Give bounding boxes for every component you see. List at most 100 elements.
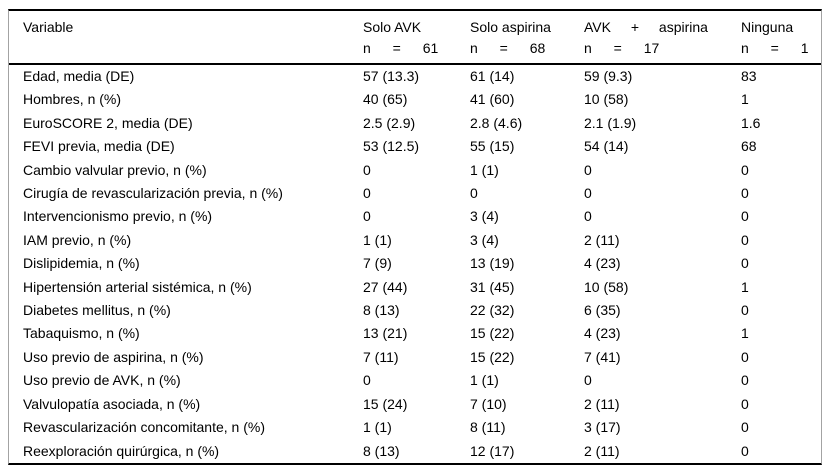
cell-value: 1 (1) [363,231,392,248]
row-label: Uso previo de aspirina, n (%) [23,348,204,365]
cell-value: 68 [741,138,757,155]
cell-value: 54 (14) [584,138,629,155]
header-row: Variable Solo AVK n = 61 Solo aspirina n… [9,11,821,65]
row-label: Hombres, n (%) [23,91,122,108]
column-title: Ninguna [741,19,794,35]
cell-value: 4 (23) [584,325,621,342]
row-label: EuroSCORE 2, media (DE) [23,114,193,131]
cell-value: 0 [584,372,592,389]
table-row: Tabaquismo, n (%) 13 (21) 15 (22) 4 (23)… [9,322,821,345]
cell-value: 10 (58) [584,278,629,295]
cell-value: 8 (11) [470,419,506,436]
cell-value: 0 [741,185,749,202]
row-label: Tabaquismo, n (%) [23,325,140,342]
column-title: AVK + aspirina [584,19,708,35]
table-row: Uso previo de AVK, n (%) 0 1 (1) 0 0 [9,369,821,392]
row-label: Reexploración quirúrgica, n (%) [23,442,220,459]
row-label: Cirugía de revascularización previa, n (… [23,185,283,202]
cell-value: 7 (11) [363,348,399,365]
cell-value: 7 (41) [584,348,621,365]
cell-value: 0 [741,372,749,389]
cell-value: 2 (11) [584,231,620,248]
cell-value: 1 [741,325,749,342]
column-title: Solo aspirina [470,19,551,35]
row-label: Valvulopatía asociada, n (%) [23,395,201,412]
cell-value: 6 (35) [584,302,621,319]
table-row: Edad, media (DE) 57 (13.3) 61 (14) 59 (9… [9,64,821,88]
cell-value: 0 [741,161,749,178]
column-header-avk-aspirina: AVK + aspirina n = 17 [584,11,741,65]
table-row: Cambio valvular previo, n (%) 0 1 (1) 0 … [9,159,821,182]
column-header-solo-avk: Solo AVK n = 61 [363,11,470,65]
cell-value: 3 (17) [584,419,621,436]
cell-value: 3 (4) [470,231,499,248]
column-subtitle-n: n = 17 [584,40,660,56]
cell-value: 57 (13.3) [363,68,420,84]
cell-value: 1 (1) [470,372,499,389]
cell-value: 13 (21) [363,325,408,342]
cell-value: 0 [584,185,592,202]
cell-value: 61 (14) [470,68,515,84]
cell-value: 0 [741,348,749,365]
table-row: Cirugía de revascularización previa, n (… [9,182,821,205]
cell-value: 2.1 (1.9) [584,114,637,131]
cell-value: 0 [741,208,749,225]
cell-value: 0 [741,395,749,412]
cell-value: 15 (24) [363,395,408,412]
cell-value: 1 (1) [470,161,499,178]
row-label: Hipertensión arterial sistémica, n (%) [23,278,252,295]
cell-value: 1 [741,91,749,108]
column-header-variable: Variable [9,11,363,65]
table-row: Hipertensión arterial sistémica, n (%) 2… [9,276,821,299]
cell-value: 7 (9) [363,255,392,272]
table-row: Diabetes mellitus, n (%) 8 (13) 22 (32) … [9,299,821,322]
cell-value: 15 (22) [470,325,515,342]
column-title: Variable [23,19,74,35]
cell-value: 0 [741,255,749,272]
row-label: Cambio valvular previo, n (%) [23,161,207,178]
cell-value: 1.6 [741,114,761,131]
cell-value: 53 (12.5) [363,138,420,155]
cell-value: 15 (22) [470,348,515,365]
cell-value: 40 (65) [363,91,408,108]
cell-value: 59 (9.3) [584,68,633,84]
cell-value: 2 (11) [584,442,620,459]
column-header-ninguna: Ninguna n = 1 [741,11,821,65]
cell-value: 27 (44) [363,278,408,295]
cell-value: 2 (11) [584,395,620,412]
cell-value: 7 (10) [470,395,507,412]
table-row: IAM previo, n (%) 1 (1) 3 (4) 2 (11) 0 [9,229,821,252]
cell-value: 0 [584,161,592,178]
row-label: Dislipidemia, n (%) [23,255,140,272]
baseline-characteristics-table: Variable Solo AVK n = 61 Solo aspirina n… [8,9,822,465]
cell-value: 41 (60) [470,91,515,108]
column-title: Solo AVK [363,19,422,35]
cell-value: 1 [741,278,749,295]
cell-value: 12 (17) [470,442,515,459]
cell-value: 0 [363,185,371,202]
cell-value: 2.8 (4.6) [470,114,523,131]
column-subtitle-n: n = 61 [363,40,439,56]
cell-value: 0 [741,302,749,319]
cell-value: 2.5 (2.9) [363,114,416,131]
cell-value: 0 [363,208,371,225]
row-label: IAM previo, n (%) [23,231,132,248]
table-row: EuroSCORE 2, media (DE) 2.5 (2.9) 2.8 (4… [9,112,821,135]
cell-value: 0 [741,442,749,459]
cell-value: 0 [363,161,371,178]
table-row: Dislipidemia, n (%) 7 (9) 13 (19) 4 (23)… [9,252,821,275]
column-header-solo-aspirina: Solo aspirina n = 68 [470,11,584,65]
table-row: Reexploración quirúrgica, n (%) 8 (13) 1… [9,440,821,463]
cell-value: 22 (32) [470,302,515,319]
row-label: Diabetes mellitus, n (%) [23,302,171,319]
cell-value: 10 (58) [584,91,629,108]
cell-value: 4 (23) [584,255,621,272]
cell-value: 55 (15) [470,138,515,155]
table-row: Uso previo de aspirina, n (%) 7 (11) 15 … [9,346,821,369]
row-label: Edad, media (DE) [23,68,135,84]
data-table: Variable Solo AVK n = 61 Solo aspirina n… [9,11,821,463]
column-subtitle-n: n = 1 [741,40,809,56]
table-row: Revascularización concomitante, n (%) 1 … [9,416,821,439]
row-label: Intervencionismo previo, n (%) [23,208,213,225]
table-row: Hombres, n (%) 40 (65) 41 (60) 10 (58) 1 [9,88,821,111]
